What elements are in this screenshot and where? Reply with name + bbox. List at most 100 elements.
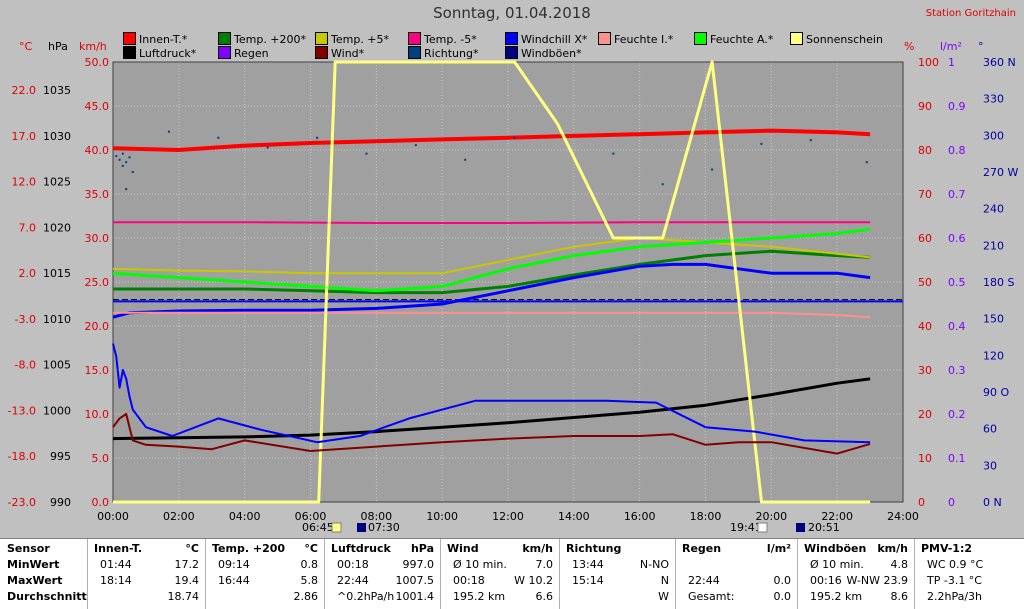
x-tick-label: 00:00 bbox=[97, 510, 129, 523]
stats-block: PMV-1:2 WC 0.9 °C TP -3.1 °C 2.2hPa/3h bbox=[915, 539, 1024, 609]
legend-item: Temp. -5* bbox=[408, 32, 477, 46]
stats-cell-value: 5.8 bbox=[300, 574, 319, 587]
stats-cell-label: Gesamt: bbox=[688, 590, 735, 603]
direction-point bbox=[125, 188, 128, 191]
axis-tick-label-hpa: 1005 bbox=[43, 359, 71, 372]
stats-cell-label: Ø 10 min. bbox=[810, 558, 864, 571]
axis-tick-label-deg: 180 S bbox=[983, 276, 1014, 289]
axis-tick-label-celsius: -18.0 bbox=[8, 450, 36, 463]
axis-tick-label-celsius: -13.0 bbox=[8, 404, 36, 417]
legend-label: Luftdruck* bbox=[139, 47, 197, 60]
legend-item: Windböen* bbox=[505, 46, 582, 60]
direction-point bbox=[414, 144, 417, 147]
stats-cell-value: N-NO bbox=[639, 558, 669, 571]
x-tick-label: 12:00 bbox=[492, 510, 524, 523]
x-tick-label: 14:00 bbox=[558, 510, 590, 523]
stats-separator bbox=[675, 539, 676, 609]
stats-row-label: MinWert bbox=[7, 558, 60, 571]
axis-tick-label-kmh: 15.0 bbox=[85, 364, 110, 377]
legend-item: Sonnenschein bbox=[790, 32, 883, 46]
legend-swatch bbox=[598, 32, 611, 45]
axis-tick-label-deg: 360 N bbox=[983, 56, 1016, 69]
stats-block-title: Temp. +200 bbox=[212, 542, 286, 555]
stats-cell-value: 2.86 bbox=[293, 590, 319, 603]
unit-kmh: km/h bbox=[79, 40, 107, 53]
x-tick-label: 22:00 bbox=[821, 510, 853, 523]
axis-tick-label-deg: 300 bbox=[983, 129, 1004, 142]
axis-tick-label-percent: 0 bbox=[918, 496, 925, 509]
direction-point bbox=[118, 158, 121, 161]
direction-point bbox=[661, 183, 664, 186]
moon-icon bbox=[357, 523, 366, 532]
axis-tick-label-percent: 60 bbox=[918, 232, 932, 245]
stats-separator bbox=[205, 539, 206, 609]
stats-cell-value: 4.8 bbox=[890, 558, 909, 571]
direction-point bbox=[115, 155, 118, 158]
legend-item: Regen bbox=[218, 46, 269, 60]
axis-tick-label-kmh: 30.0 bbox=[85, 232, 110, 245]
x-tick-label: 18:00 bbox=[690, 510, 722, 523]
stats-block-title: PMV-1:2 bbox=[921, 542, 972, 555]
series-line bbox=[113, 221, 871, 224]
direction-point bbox=[464, 158, 467, 161]
stats-cell-value: 17.2 bbox=[174, 558, 200, 571]
stats-cell-label: 22:44 bbox=[337, 574, 369, 587]
stats-block-unit: km/h bbox=[522, 542, 553, 555]
stats-cell-value: W-NW 23.9 bbox=[846, 574, 909, 587]
stats-cell-label: 09:14 bbox=[218, 558, 250, 571]
stats-cell-value: N bbox=[660, 574, 669, 587]
sunrise-label: 06:45 bbox=[302, 521, 334, 534]
stats-table: Sensor MinWert MaxWert Durchschnitt Innen-T.… bbox=[0, 538, 1024, 609]
stats-cell-label: 00:18 bbox=[453, 574, 485, 587]
unit-celsius: °C bbox=[19, 40, 33, 53]
stats-cell-label: 195.2 km bbox=[453, 590, 506, 603]
legend-item: Feuchte A.* bbox=[694, 32, 773, 46]
moon-icon bbox=[796, 523, 805, 532]
stats-separator bbox=[914, 539, 915, 609]
stats-cell-value: 0.0 bbox=[773, 574, 792, 587]
stats-separator bbox=[797, 539, 798, 609]
axis-tick-label-lm2: 0.9 bbox=[948, 100, 966, 113]
legend-swatch bbox=[408, 32, 421, 45]
legend-swatch bbox=[505, 46, 518, 59]
stats-cell-value: 997.0 bbox=[402, 558, 435, 571]
stats-row-label: MaxWert bbox=[7, 574, 63, 587]
axis-tick-label-kmh: 35.0 bbox=[85, 188, 110, 201]
axis-tick-label-deg: 30 bbox=[983, 459, 997, 472]
station-name: Station Goritzhain bbox=[925, 8, 1016, 19]
direction-point bbox=[266, 146, 269, 149]
stats-cell-label: 16:44 bbox=[218, 574, 250, 587]
axis-tick-label-percent: 80 bbox=[918, 144, 932, 157]
stats-cell-value: 19.4 bbox=[174, 574, 200, 587]
series-line bbox=[113, 249, 871, 295]
axis-tick-label-deg: 330 bbox=[983, 93, 1004, 106]
axis-tick-label-deg: 210 bbox=[983, 239, 1004, 252]
unit-percent: % bbox=[904, 40, 915, 53]
axis-tick-label-hpa: 1035 bbox=[43, 84, 71, 97]
direction-point bbox=[121, 164, 124, 167]
direction-point bbox=[316, 136, 319, 139]
series-line bbox=[112, 413, 871, 455]
direction-point bbox=[612, 152, 615, 155]
x-tick-label: 16:00 bbox=[624, 510, 656, 523]
legend-label: Temp. +5* bbox=[331, 33, 390, 46]
series-line bbox=[112, 227, 871, 293]
legend-swatch bbox=[315, 46, 328, 59]
legend-label: Innen-T.* bbox=[139, 33, 188, 46]
stats-cell-value: 0.0 bbox=[773, 590, 792, 603]
stats-block: Luftdruck hPa 00:18 997.0 22:44 1007.5 ^0.2hPa… bbox=[325, 539, 440, 609]
stats-cell-value: 0.8 bbox=[300, 558, 319, 571]
legend-item: Windchill X* bbox=[505, 32, 587, 46]
stats-block-unit: °C bbox=[304, 542, 318, 555]
legend-label: Sonnenschein bbox=[806, 33, 883, 46]
stats-block: Temp. +200 °C 09:14 0.8 16:44 5.8 2.86 bbox=[206, 539, 324, 609]
axis-tick-label-percent: 70 bbox=[918, 188, 932, 201]
axis-tick-label-kmh: 0.0 bbox=[92, 496, 110, 509]
legend-swatch bbox=[408, 46, 421, 59]
stats-cell-label: 01:44 bbox=[100, 558, 132, 571]
axis-tick-label-kmh: 10.0 bbox=[85, 408, 110, 421]
stats-cell-value: 18.74 bbox=[167, 590, 200, 603]
stats-cell-label: ^0.2hPa/h bbox=[337, 590, 395, 603]
stats-block-title: Luftdruck bbox=[331, 542, 391, 555]
axis-tick-label-deg: 240 bbox=[983, 203, 1004, 216]
